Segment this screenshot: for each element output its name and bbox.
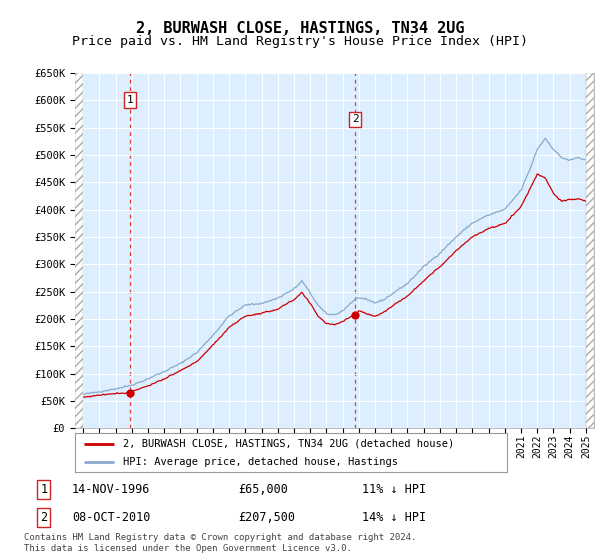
Text: 14% ↓ HPI: 14% ↓ HPI: [362, 511, 427, 524]
Text: £65,000: £65,000: [238, 483, 288, 496]
Text: £207,500: £207,500: [238, 511, 295, 524]
Text: 2: 2: [352, 114, 358, 124]
Text: 2, BURWASH CLOSE, HASTINGS, TN34 2UG: 2, BURWASH CLOSE, HASTINGS, TN34 2UG: [136, 21, 464, 36]
Bar: [75, 73, 83, 428]
Text: 1: 1: [127, 95, 133, 105]
Bar: [586, 73, 594, 428]
Text: 08-OCT-2010: 08-OCT-2010: [72, 511, 151, 524]
Text: Price paid vs. HM Land Registry's House Price Index (HPI): Price paid vs. HM Land Registry's House …: [72, 35, 528, 48]
Text: 2, BURWASH CLOSE, HASTINGS, TN34 2UG (detached house): 2, BURWASH CLOSE, HASTINGS, TN34 2UG (de…: [122, 438, 454, 449]
Text: 14-NOV-1996: 14-NOV-1996: [72, 483, 151, 496]
Text: 11% ↓ HPI: 11% ↓ HPI: [362, 483, 427, 496]
Text: Contains HM Land Registry data © Crown copyright and database right 2024.
This d: Contains HM Land Registry data © Crown c…: [24, 533, 416, 553]
Text: 1: 1: [40, 483, 47, 496]
Text: 2: 2: [40, 511, 47, 524]
Text: HPI: Average price, detached house, Hastings: HPI: Average price, detached house, Hast…: [122, 457, 398, 467]
